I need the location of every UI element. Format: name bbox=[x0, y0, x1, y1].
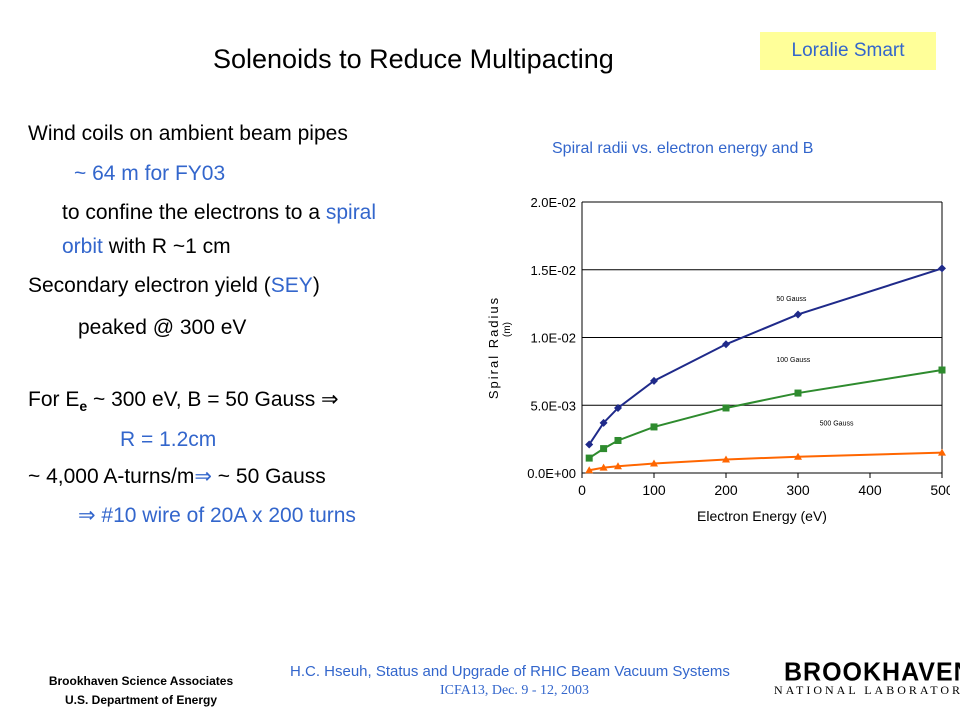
data-point bbox=[650, 376, 658, 385]
bullet-line-9-arrow: ⇒ bbox=[194, 465, 212, 488]
y-axis-unit: (m) bbox=[502, 322, 513, 337]
data-point bbox=[600, 445, 608, 453]
series-label: 100 Gauss bbox=[776, 357, 810, 364]
data-point bbox=[938, 366, 946, 374]
author-box: Loralie Smart bbox=[760, 32, 936, 70]
data-point bbox=[794, 310, 802, 319]
bullet-line-2: ~ 64 m for FY03 bbox=[74, 162, 226, 185]
bullet-line-3-text: to confine the electrons to a bbox=[62, 201, 326, 224]
bnl-logo: BROOKHAVEN NATIONAL LABORATORY bbox=[774, 654, 960, 702]
data-point bbox=[722, 404, 730, 412]
spiral-radius-chart: 0.0E+00 5.0E-03 1.0E-02 1.5E-02 2.0E-02 0 100 2… bbox=[486, 195, 950, 524]
data-point bbox=[585, 454, 593, 462]
x-tick-label: 400 bbox=[858, 482, 882, 498]
series-label: 500 Gauss bbox=[820, 421, 854, 428]
footer-event: ICFA13, Dec. 9 - 12, 2003 bbox=[440, 683, 590, 698]
series-line bbox=[588, 267, 943, 446]
x-tick-label: 300 bbox=[786, 482, 810, 498]
bullet-line-8: R = 1.2cm bbox=[120, 428, 217, 451]
y-tick-label: 1.5E-02 bbox=[530, 263, 576, 278]
data-point bbox=[794, 452, 802, 460]
footer-presentation-title: H.C. Hseuh, Status and Upgrade of RHIC B… bbox=[290, 663, 730, 680]
data-point bbox=[650, 423, 658, 431]
bullet-line-1: Wind coils on ambient beam pipes bbox=[28, 122, 348, 145]
data-point bbox=[650, 459, 658, 467]
bullet-line-9-c: ~ 50 Gauss bbox=[211, 465, 326, 488]
bullet-line-9: ~ 4,000 A-turns/m⇒ ~ 50 Gauss bbox=[28, 464, 326, 489]
series-line bbox=[588, 369, 943, 459]
bullet-line-7-sub: e bbox=[79, 398, 88, 415]
bullet-line-5: Secondary electron yield (SEY) bbox=[28, 274, 320, 298]
bullet-line-7-b: ~ 300 eV, B = 50 Gauss ⇒ bbox=[87, 388, 339, 411]
bullet-line-5-close: ) bbox=[312, 274, 320, 297]
bullet-line-5-text: Secondary electron yield ( bbox=[28, 274, 271, 297]
y-axis-label: Spiral Radius bbox=[486, 296, 501, 399]
data-point bbox=[585, 466, 594, 474]
footer-org-line-2: U.S. Department of Energy bbox=[64, 693, 218, 707]
logo-sub-text: NATIONAL LABORATORY bbox=[774, 683, 960, 697]
bullet-line-3: to confine the electrons to a spiral bbox=[62, 201, 376, 225]
x-tick-label: 0 bbox=[578, 482, 586, 498]
slide-title: Solenoids to Reduce Multipacting bbox=[213, 44, 614, 74]
data-point bbox=[614, 403, 622, 412]
y-tick-label: 5.0E-03 bbox=[530, 398, 576, 413]
bullet-line-9-a: ~ 4,000 A-turns/m bbox=[28, 465, 195, 488]
chart-caption: Spiral radii vs. electron energy and B bbox=[552, 140, 814, 157]
data-point bbox=[599, 418, 608, 427]
y-tick-label: 2.0E-02 bbox=[530, 195, 576, 210]
data-point bbox=[722, 340, 730, 349]
x-tick-label: 100 bbox=[642, 482, 666, 498]
data-point bbox=[585, 440, 594, 449]
series-line bbox=[589, 451, 943, 472]
bullet-line-4: orbit with R ~1 cm bbox=[62, 235, 231, 259]
bullet-line-4-text: with R ~1 cm bbox=[102, 235, 231, 258]
data-point bbox=[794, 389, 802, 397]
data-point bbox=[599, 463, 608, 471]
bullet-line-6: peaked @ 300 eV bbox=[78, 316, 247, 339]
bullet-line-3-highlight: spiral bbox=[325, 201, 377, 224]
bullet-line-5-highlight: SEY bbox=[270, 274, 313, 297]
logo-main-text: BROOKHAVEN bbox=[784, 657, 960, 687]
data-point bbox=[614, 462, 622, 470]
x-tick-label: 500 bbox=[930, 482, 950, 498]
bullet-line-7-a: For E bbox=[28, 388, 80, 411]
x-tick-label: 200 bbox=[714, 482, 738, 498]
data-point bbox=[722, 455, 730, 463]
bullet-line-4-highlight: orbit bbox=[62, 235, 103, 258]
footer-org: Brookhaven Science Associates U.S. Depar… bbox=[36, 672, 246, 710]
bullet-line-10: ⇒ #10 wire of 20A x 200 turns bbox=[78, 504, 356, 527]
data-point bbox=[614, 436, 622, 444]
bullet-line-7: For Ee ~ 300 eV, B = 50 Gauss ⇒ bbox=[28, 387, 339, 414]
y-tick-label: 0.0E+00 bbox=[527, 466, 576, 481]
y-tick-label: 1.0E-02 bbox=[530, 331, 576, 346]
x-axis-label: Electron Energy (eV) bbox=[697, 508, 827, 524]
footer-org-line-1: Brookhaven Science Associates bbox=[48, 674, 234, 688]
series-label: 50 Gauss bbox=[776, 296, 806, 303]
data-point bbox=[938, 448, 946, 456]
data-point bbox=[938, 264, 946, 273]
